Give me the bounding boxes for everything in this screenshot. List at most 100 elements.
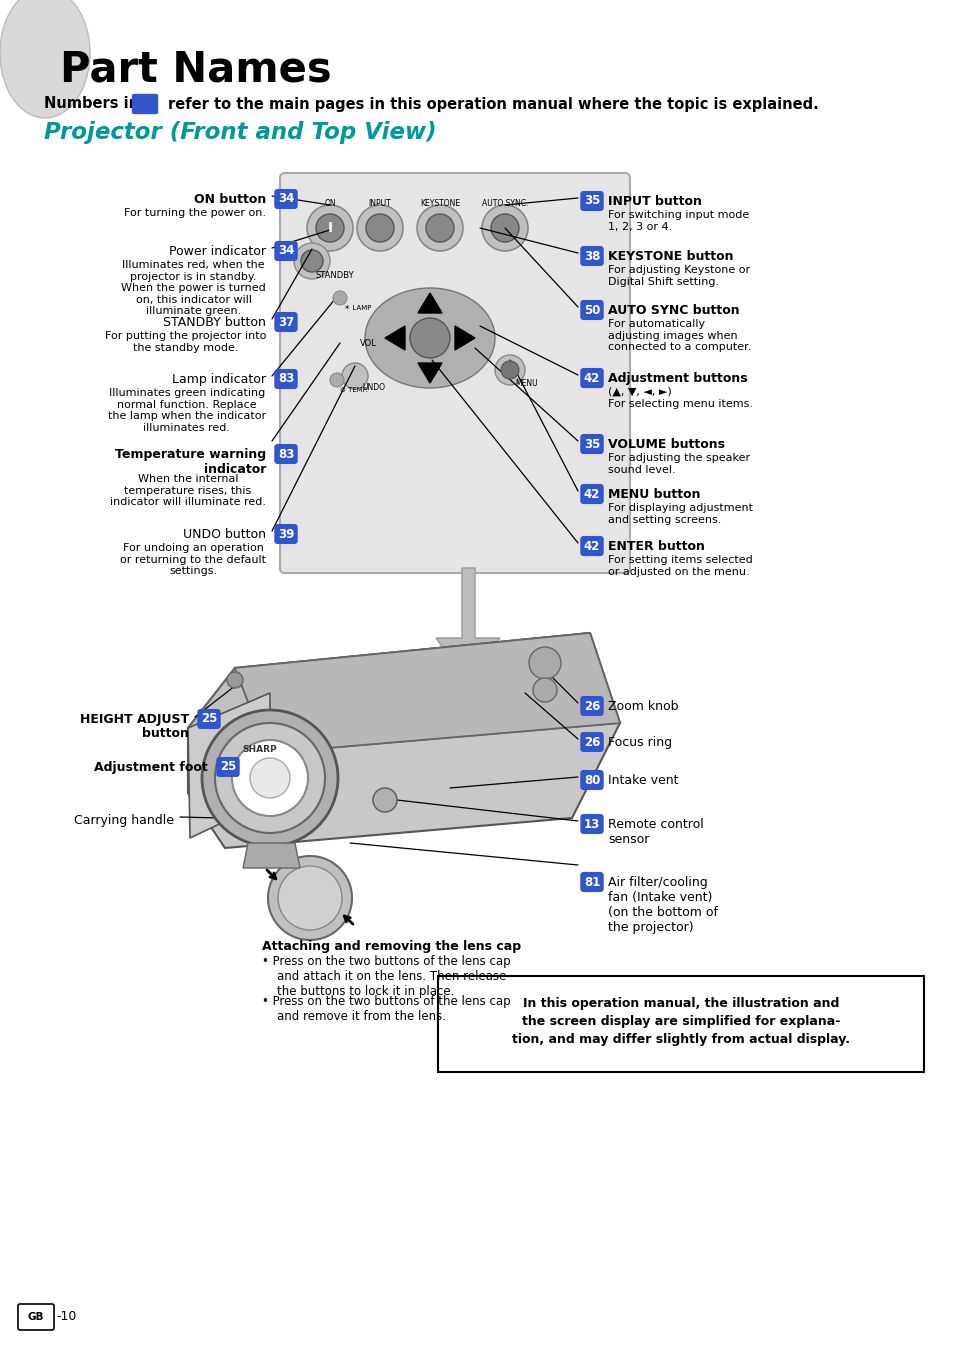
Circle shape [330, 373, 344, 387]
Text: • Press on the two buttons of the lens cap
    and remove it from the lens.: • Press on the two buttons of the lens c… [262, 995, 510, 1023]
Text: Part Names: Part Names [60, 49, 332, 92]
Text: When the internal
temperature rises, this
indicator will illuminate red.: When the internal temperature rises, thi… [110, 474, 266, 507]
Text: MENU: MENU [515, 379, 537, 387]
Text: Focus ring: Focus ring [607, 736, 672, 749]
Text: VOL: VOL [359, 338, 376, 348]
Text: ON button: ON button [193, 193, 266, 206]
Polygon shape [455, 326, 475, 350]
Text: ⊙ TEMP.: ⊙ TEMP. [339, 387, 368, 394]
Circle shape [202, 710, 337, 847]
Text: For displaying adjustment
and setting screens.: For displaying adjustment and setting sc… [607, 503, 752, 524]
Text: 42: 42 [583, 372, 599, 384]
Text: 34: 34 [277, 193, 294, 205]
FancyBboxPatch shape [437, 976, 923, 1072]
Text: KEYSTONE: KEYSTONE [419, 198, 459, 208]
Circle shape [294, 243, 330, 279]
Text: STANDBY button: STANDBY button [163, 315, 266, 329]
Text: AUTO SYNC button: AUTO SYNC button [607, 305, 739, 317]
Circle shape [533, 678, 557, 702]
Polygon shape [436, 568, 499, 683]
Text: Lamp indicator: Lamp indicator [172, 373, 266, 386]
Circle shape [416, 205, 462, 251]
Text: 50: 50 [583, 303, 599, 317]
Circle shape [307, 205, 353, 251]
Circle shape [341, 363, 368, 390]
Polygon shape [188, 693, 270, 838]
Text: Power indicator: Power indicator [169, 245, 266, 257]
Text: UNDO button: UNDO button [183, 528, 266, 541]
Text: (▲, ▼, ◄, ►)
For selecting menu items.: (▲, ▼, ◄, ►) For selecting menu items. [607, 387, 752, 408]
Polygon shape [417, 363, 441, 383]
Text: 35: 35 [583, 438, 599, 450]
Polygon shape [243, 842, 299, 868]
Text: Adjustment foot: Adjustment foot [94, 762, 208, 774]
Text: 13: 13 [583, 817, 599, 830]
Text: 26: 26 [583, 736, 599, 748]
Text: In this operation manual, the illustration and
the screen display are simplified: In this operation manual, the illustrati… [512, 998, 849, 1046]
Text: • Press on the two buttons of the lens cap
    and attach it on the lens. Then r: • Press on the two buttons of the lens c… [262, 954, 510, 998]
Text: Carrying handle: Carrying handle [74, 814, 173, 828]
Polygon shape [188, 669, 268, 807]
Text: For switching input mode
1, 2, 3 or 4.: For switching input mode 1, 2, 3 or 4. [607, 210, 748, 232]
Text: 26: 26 [583, 700, 599, 713]
Text: For putting the projector into
the standby mode.: For putting the projector into the stand… [105, 332, 266, 353]
Text: 81: 81 [583, 875, 599, 888]
Circle shape [373, 789, 396, 811]
Text: STANDBY: STANDBY [315, 271, 354, 279]
Text: Temperature warning
indicator: Temperature warning indicator [114, 448, 266, 476]
Text: refer to the main pages in this operation manual where the topic is explained.: refer to the main pages in this operatio… [168, 97, 818, 112]
Text: UNDO: UNDO [361, 383, 385, 392]
Text: GB: GB [28, 1312, 44, 1322]
FancyBboxPatch shape [132, 94, 157, 113]
FancyBboxPatch shape [280, 173, 629, 573]
Text: Attaching and removing the lens cap: Attaching and removing the lens cap [262, 940, 520, 953]
Circle shape [495, 355, 524, 386]
Text: Intake vent: Intake vent [607, 774, 678, 787]
Text: Illuminates green indicating
normal function. Replace
the lamp when the indicato: Illuminates green indicating normal func… [108, 388, 266, 433]
Text: Adjustment buttons: Adjustment buttons [607, 372, 747, 386]
Text: HEIGHT ADJUST: HEIGHT ADJUST [80, 713, 189, 727]
Circle shape [277, 865, 341, 930]
Circle shape [410, 318, 450, 359]
Circle shape [481, 205, 527, 251]
Text: I: I [327, 221, 333, 235]
Text: MENU button: MENU button [607, 488, 700, 501]
Text: 42: 42 [583, 539, 599, 553]
Text: Zoom knob: Zoom knob [607, 700, 678, 713]
Text: For automatically
adjusting images when
connected to a computer.: For automatically adjusting images when … [607, 319, 751, 352]
Circle shape [366, 214, 394, 243]
Text: -10: -10 [56, 1310, 76, 1324]
Circle shape [491, 214, 518, 243]
Text: For setting items selected
or adjusted on the menu.: For setting items selected or adjusted o… [607, 555, 752, 577]
Text: Numbers in: Numbers in [44, 97, 139, 112]
Circle shape [356, 205, 402, 251]
Text: INPUT button: INPUT button [607, 195, 701, 208]
Circle shape [315, 214, 344, 243]
Text: 42: 42 [583, 488, 599, 500]
FancyBboxPatch shape [18, 1304, 54, 1330]
Text: AUTO SYNC.: AUTO SYNC. [481, 198, 528, 208]
Circle shape [426, 214, 454, 243]
Text: SHARP: SHARP [242, 745, 276, 755]
Text: KEYSTONE button: KEYSTONE button [607, 249, 733, 263]
Text: 39: 39 [277, 527, 294, 541]
Text: For turning the power on.: For turning the power on. [124, 208, 266, 218]
Text: 25: 25 [200, 713, 217, 725]
Text: ON: ON [324, 198, 335, 208]
Circle shape [227, 673, 243, 687]
Circle shape [333, 291, 347, 305]
Text: For undoing an operation
or returning to the default
settings.: For undoing an operation or returning to… [120, 543, 266, 576]
Polygon shape [234, 634, 619, 754]
Circle shape [232, 740, 308, 816]
Text: Illuminates red, when the
projector is in standby.
When the power is turned
on, : Illuminates red, when the projector is i… [121, 260, 266, 317]
Circle shape [301, 249, 323, 272]
Text: button: button [142, 727, 189, 740]
Polygon shape [188, 634, 619, 848]
Text: ENTER button: ENTER button [607, 541, 704, 553]
Polygon shape [234, 634, 619, 754]
Circle shape [214, 723, 325, 833]
Polygon shape [417, 293, 441, 313]
Ellipse shape [0, 0, 90, 119]
Circle shape [529, 647, 560, 679]
Text: 25: 25 [219, 760, 236, 774]
